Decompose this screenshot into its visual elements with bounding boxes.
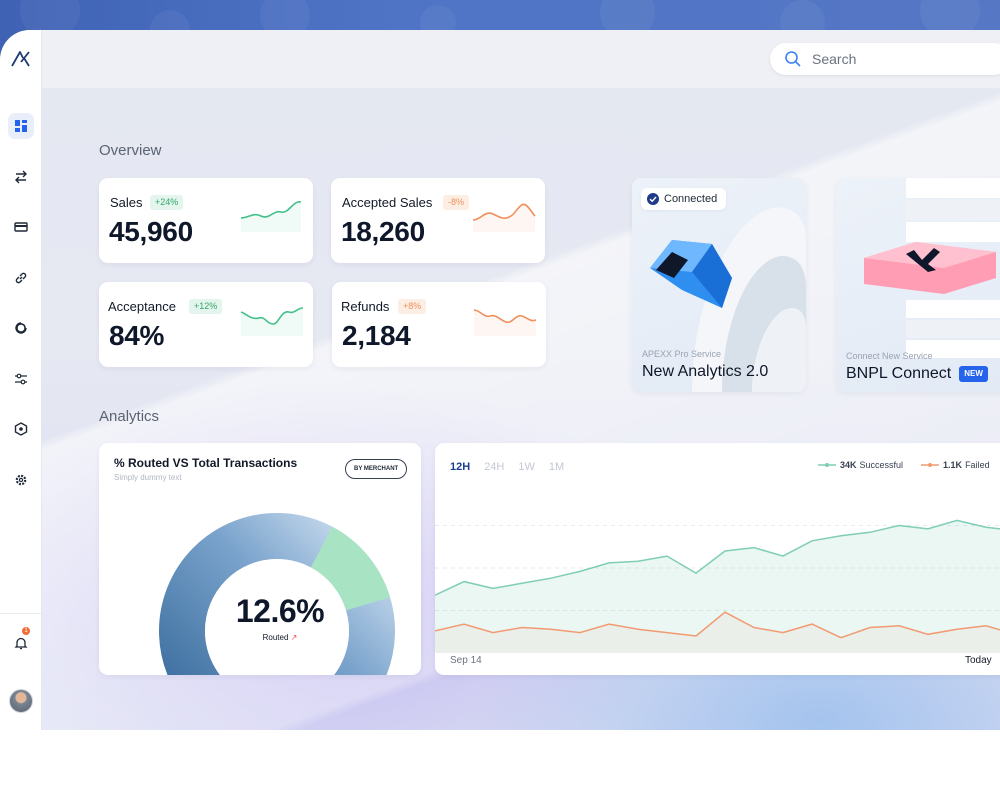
hexagon-icon	[14, 422, 28, 436]
sparkline-chart	[473, 309, 537, 336]
overview-heading: Overview	[99, 142, 162, 159]
sidebar-item-filters[interactable]	[8, 366, 34, 392]
sliders-icon	[15, 373, 27, 385]
donut-chart	[159, 513, 395, 675]
app-window: 1 Overview Sales +24% 45,960 Accepted Sa…	[0, 30, 1000, 730]
transactions-line-chart	[435, 519, 1000, 653]
series-line-failed	[435, 611, 1000, 639]
stat-label: Acceptance	[108, 299, 176, 314]
tab-1m[interactable]: 1M	[548, 461, 565, 473]
search-box[interactable]	[770, 43, 1000, 75]
sidebar-item-cards[interactable]	[8, 214, 34, 240]
dashboard-icon	[15, 120, 27, 132]
analytics-3d-illustration	[650, 207, 806, 392]
sidebar-item-integrations[interactable]	[8, 416, 34, 442]
legend-swatch-failed	[921, 463, 940, 467]
donut-chart-subtitle: Simply dummy text	[114, 473, 182, 482]
time-range-tabs: 12H 24H 1W 1M	[450, 461, 578, 473]
stat-value: 2,184	[342, 320, 411, 351]
stat-card-acceptance[interactable]: Acceptance +12% 84%	[99, 282, 313, 367]
stat-change-badge: +24%	[150, 195, 184, 210]
promo-subtitle: APEXX Pro Service	[642, 349, 722, 359]
legend-swatch-successful	[818, 463, 836, 467]
routed-label-row: Routed ↗	[225, 633, 335, 642]
legend-value: 34K	[840, 460, 857, 470]
promo-card-new-analytics[interactable]: Connected APEXX Pro Service New Analytic…	[632, 178, 806, 392]
legend-successful[interactable]: 34K Successful	[818, 460, 903, 470]
sidebar: 1	[0, 30, 42, 730]
sidebar-item-reports[interactable]	[8, 315, 34, 341]
legend-value: 1.1K	[943, 460, 963, 470]
series-area-successful	[435, 520, 1000, 653]
connected-status-pill: Connected	[641, 188, 727, 210]
stat-value: 84%	[109, 320, 165, 351]
stat-value: 45,960	[109, 216, 193, 247]
sidebar-divider	[0, 613, 42, 614]
brand-logo[interactable]	[11, 50, 31, 68]
chart-series	[435, 519, 1000, 653]
gear-icon	[15, 474, 27, 486]
stat-label: Accepted Sales	[342, 195, 433, 210]
arrows-swap-icon	[15, 170, 27, 184]
stat-label: Sales	[110, 195, 143, 210]
by-merchant-button[interactable]: BY MERCHANT	[345, 459, 408, 479]
bnpl-3d-illustration	[864, 178, 1000, 358]
search-input[interactable]	[812, 51, 992, 67]
tab-1w[interactable]: 1W	[518, 461, 535, 473]
series-area-failed	[435, 612, 1000, 653]
connected-status-label: Connected	[664, 193, 718, 205]
legend-failed[interactable]: 1.1K Failed	[921, 460, 990, 470]
search-icon	[785, 51, 801, 67]
x-axis-end-label: Today	[965, 655, 992, 666]
sidebar-item-links[interactable]	[8, 265, 34, 291]
stat-change-badge: +12%	[189, 299, 223, 314]
trend-up-icon: ↗	[290, 633, 298, 642]
promo-card-bnpl-connect[interactable]: Connect New Service BNPL Connect NEW	[836, 178, 1000, 392]
promo-subtitle: Connect New Service	[846, 351, 933, 361]
transactions-line-card: 12H 24H 1W 1M 34K Successful 1.1K Failed…	[435, 443, 1000, 675]
tab-12h[interactable]: 12H	[450, 461, 471, 473]
routed-percentage: 12.6%	[235, 593, 325, 629]
stat-change-badge: +8%	[398, 299, 427, 314]
stat-card-sales[interactable]: Sales +24% 45,960	[99, 178, 313, 263]
stat-card-refunds[interactable]: Refunds +8% 2,184	[332, 282, 546, 367]
sidebar-item-settings[interactable]	[8, 467, 34, 493]
stat-card-accepted-sales[interactable]: Accepted Sales -8% 18,260	[331, 178, 545, 263]
routed-transactions-card: % Routed VS Total Transactions Simply du…	[99, 443, 421, 675]
sparkline-chart	[472, 203, 536, 232]
link-icon	[15, 272, 27, 284]
sidebar-item-dashboard[interactable]	[8, 113, 34, 139]
legend-label: Failed	[965, 460, 990, 470]
sparkline-chart	[240, 307, 304, 336]
check-circle-icon	[647, 193, 659, 205]
legend-label: Successful	[859, 460, 904, 470]
credit-card-icon	[14, 222, 28, 232]
new-badge: NEW	[959, 365, 988, 382]
notification-count-badge: 1	[22, 627, 30, 635]
chart-gridlines	[435, 525, 1000, 611]
x-axis-start-label: Sep 14	[450, 655, 482, 666]
stat-change-badge: -8%	[443, 195, 470, 210]
promo-title-row: BNPL Connect NEW	[846, 365, 988, 383]
sidebar-item-transfers[interactable]	[8, 164, 34, 190]
promo-title: BNPL Connect	[846, 365, 952, 382]
donut-routed-arc	[159, 513, 395, 675]
donut-total-arc	[159, 513, 395, 675]
bell-icon	[14, 637, 28, 650]
sparkline-chart	[240, 201, 302, 232]
promo-title: New Analytics 2.0	[642, 363, 769, 380]
series-line-successful	[435, 519, 1000, 596]
analytics-heading: Analytics	[99, 408, 160, 425]
donut-chart-icon	[15, 321, 28, 334]
tab-24h[interactable]: 24H	[484, 461, 505, 473]
notifications-button[interactable]: 1	[8, 627, 34, 656]
user-avatar[interactable]	[9, 689, 33, 713]
donut-chart-title: % Routed VS Total Transactions	[114, 456, 298, 470]
chart-legend: 34K Successful 1.1K Failed	[818, 460, 1000, 470]
stat-label: Refunds	[341, 299, 390, 314]
routed-label: Routed	[262, 633, 289, 642]
stat-value: 18,260	[341, 216, 425, 247]
